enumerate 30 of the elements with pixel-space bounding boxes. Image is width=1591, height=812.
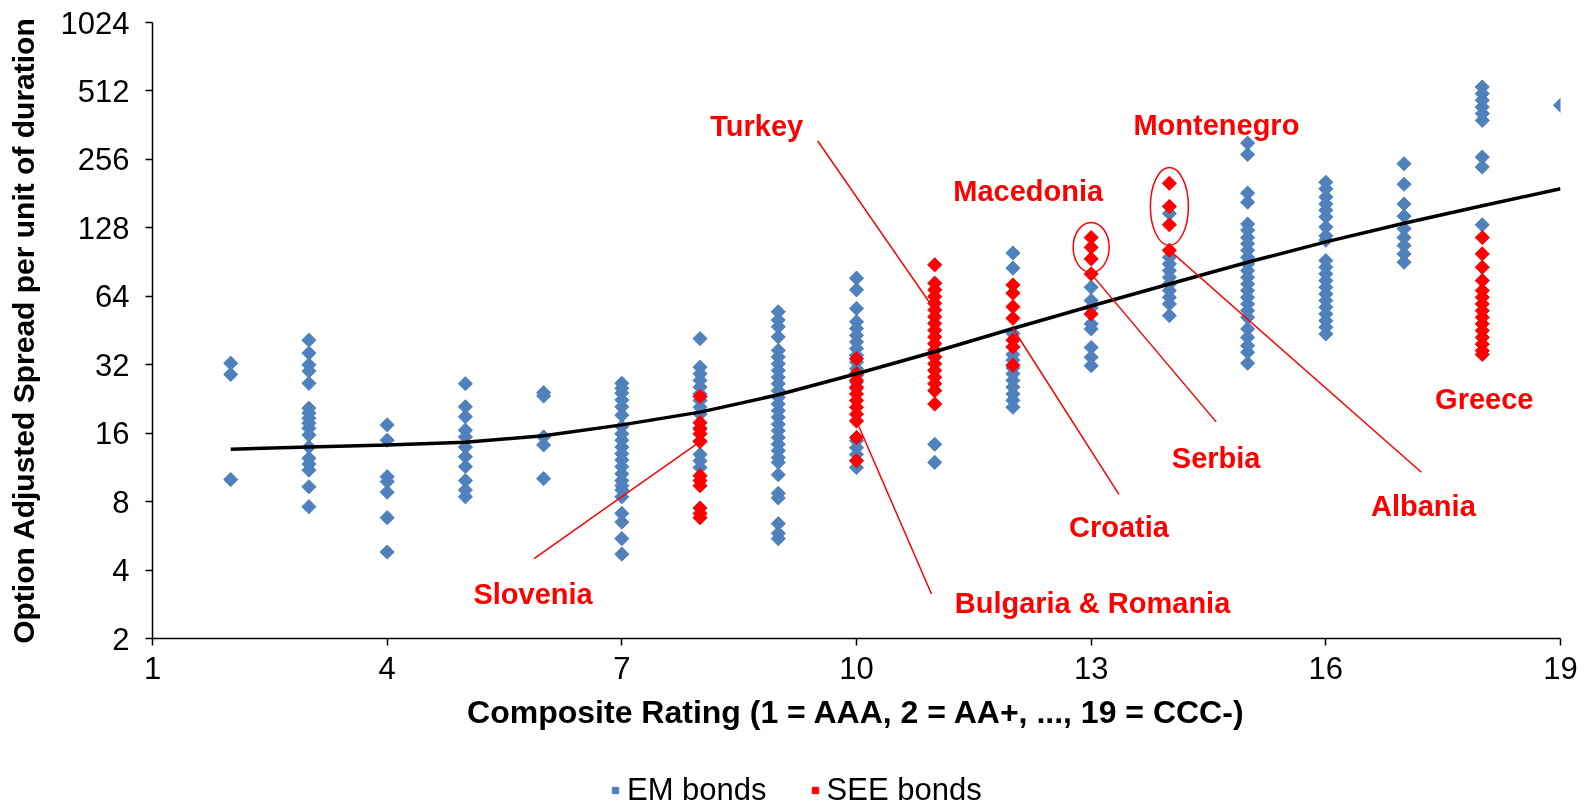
legend-label: EM bonds [627, 772, 767, 808]
x-tick-label: 16 [1308, 650, 1344, 686]
y-tick-label: 128 [77, 210, 130, 246]
annotation: Montenegro [1133, 109, 1300, 142]
x-tick-label: 4 [378, 650, 396, 686]
x-tick-label: 10 [839, 650, 874, 686]
y-tick-label: 2 [112, 621, 130, 657]
annotation: Albania [1371, 490, 1477, 523]
annotation: Greece [1435, 382, 1534, 415]
annotation: Bulgaria & Romania [954, 586, 1232, 619]
annotation: Serbia [1171, 441, 1262, 474]
y-tick-label: 1024 [60, 5, 130, 41]
annotation: Slovenia [473, 577, 594, 610]
y-tick-label: 4 [112, 553, 130, 589]
legend-label: SEE bonds [826, 772, 982, 808]
y-tick-label: 256 [77, 142, 130, 178]
y-tick-label: 512 [77, 73, 130, 109]
y-tick-label: 64 [95, 279, 130, 315]
x-tick-label: 7 [613, 650, 631, 686]
y-tick-label: 16 [95, 416, 130, 452]
y-axis-title: Option Adjusted Spread per unit of duration [6, 18, 40, 644]
y-tick-label: 32 [95, 347, 130, 383]
x-tick-label: 1 [143, 650, 162, 686]
x-tick-label: 13 [1073, 650, 1109, 686]
x-axis-title: Composite Rating (1 = AAA, 2 = AA+, ..., 19 = CCC-) [467, 693, 1244, 730]
y-tick-label: 8 [112, 484, 130, 520]
annotation: Macedonia [953, 175, 1104, 208]
annotation: Turkey [710, 109, 804, 142]
annotation: Croatia [1068, 511, 1170, 544]
x-tick-label: 19 [1543, 650, 1578, 686]
